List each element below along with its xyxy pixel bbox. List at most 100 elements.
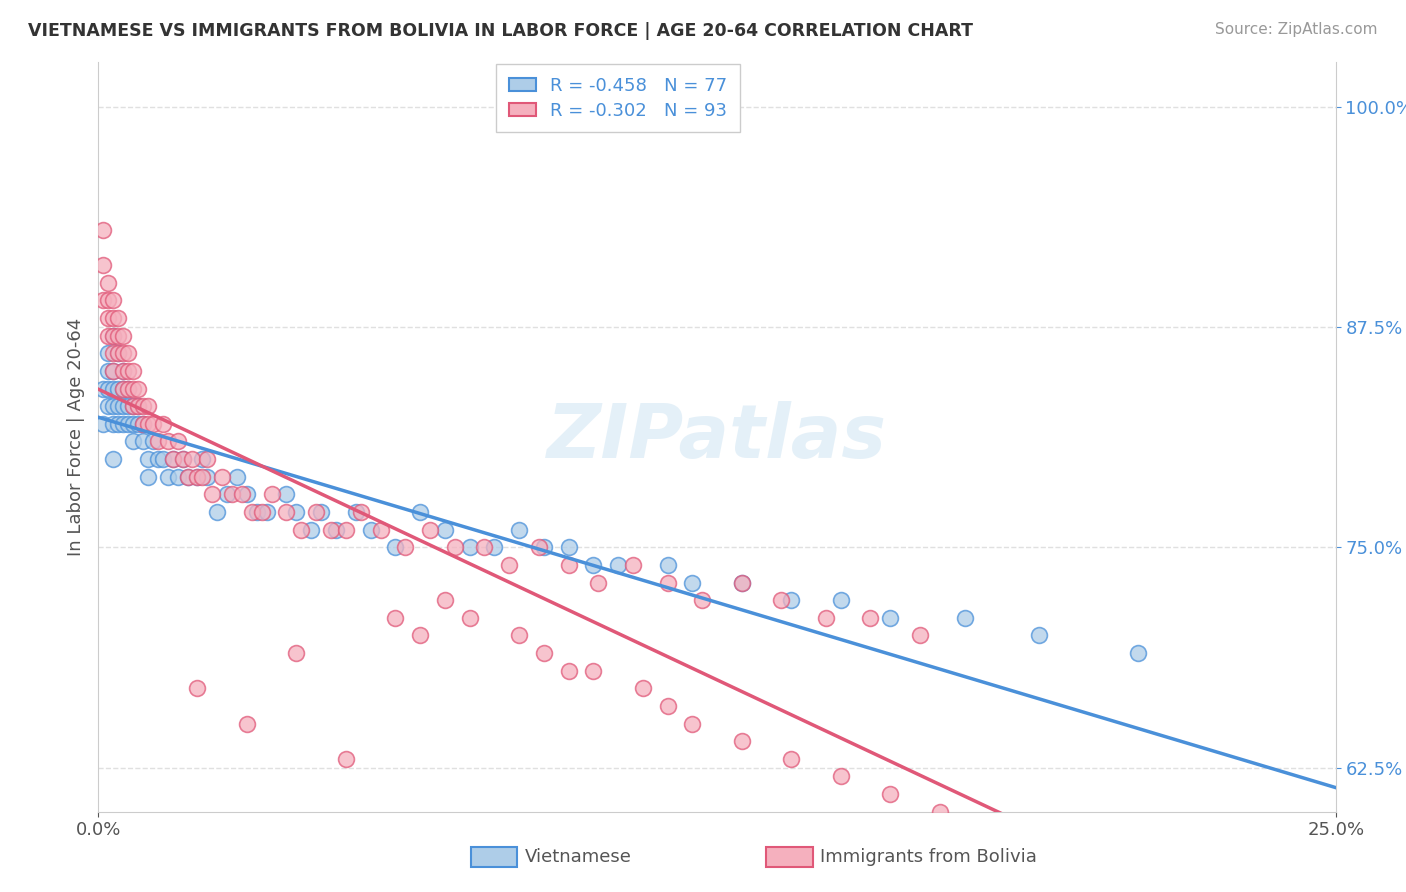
Point: [103, 328, 125, 343]
Point: [112, 346, 135, 360]
Point: [394, 541, 416, 555]
Point: [731, 575, 754, 590]
FancyBboxPatch shape: [471, 847, 517, 867]
Point: [879, 611, 901, 625]
Point: [443, 541, 465, 555]
Point: [152, 452, 174, 467]
Point: [107, 328, 129, 343]
Point: [186, 469, 208, 483]
Point: [122, 399, 145, 413]
Point: [533, 646, 555, 660]
Point: [93, 223, 115, 237]
Point: [582, 558, 605, 572]
Point: [657, 698, 679, 713]
Point: [142, 417, 165, 431]
Point: [236, 716, 259, 731]
Point: [112, 382, 135, 396]
Point: [557, 558, 579, 572]
Point: [533, 541, 555, 555]
Point: [458, 611, 481, 625]
Point: [433, 593, 456, 607]
Point: [117, 382, 139, 396]
Point: [299, 523, 322, 537]
FancyBboxPatch shape: [766, 847, 813, 867]
Point: [350, 505, 373, 519]
Point: [260, 487, 283, 501]
Point: [344, 505, 367, 519]
Point: [107, 346, 129, 360]
Text: ZIPatlas: ZIPatlas: [547, 401, 887, 474]
Point: [780, 752, 803, 766]
Point: [631, 681, 654, 696]
Point: [309, 505, 332, 519]
Point: [859, 611, 882, 625]
Point: [117, 382, 139, 396]
Point: [136, 469, 159, 483]
Point: [419, 523, 441, 537]
Point: [908, 628, 931, 642]
Point: [172, 452, 194, 467]
Point: [731, 575, 754, 590]
Point: [97, 311, 120, 326]
Point: [136, 417, 159, 431]
Point: [93, 417, 115, 431]
Point: [588, 575, 610, 590]
Point: [780, 593, 803, 607]
Point: [107, 382, 129, 396]
Point: [122, 399, 145, 413]
Point: [103, 382, 125, 396]
Point: [690, 593, 713, 607]
Point: [107, 311, 129, 326]
Point: [136, 399, 159, 413]
Point: [276, 505, 298, 519]
Point: [226, 469, 249, 483]
Point: [103, 328, 125, 343]
Point: [127, 399, 149, 413]
Point: [112, 417, 135, 431]
Point: [117, 346, 139, 360]
Point: [236, 487, 259, 501]
Point: [122, 417, 145, 431]
Point: [928, 805, 950, 819]
Point: [122, 382, 145, 396]
Point: [607, 558, 630, 572]
Point: [508, 628, 530, 642]
Point: [97, 328, 120, 343]
Point: [319, 523, 342, 537]
Point: [112, 399, 135, 413]
Point: [122, 434, 145, 449]
Point: [953, 611, 976, 625]
Point: [103, 364, 125, 378]
Point: [146, 434, 169, 449]
Point: [146, 452, 169, 467]
Point: [360, 523, 382, 537]
Point: [93, 258, 115, 272]
Point: [657, 575, 679, 590]
Point: [335, 752, 357, 766]
Point: [409, 628, 432, 642]
Point: [93, 382, 115, 396]
Point: [195, 452, 218, 467]
Point: [582, 664, 605, 678]
Point: [458, 541, 481, 555]
Point: [136, 452, 159, 467]
Text: Immigrants from Bolivia: Immigrants from Bolivia: [820, 848, 1036, 866]
Point: [211, 469, 233, 483]
Point: [97, 364, 120, 378]
Y-axis label: In Labor Force | Age 20-64: In Labor Force | Age 20-64: [66, 318, 84, 557]
Point: [409, 505, 432, 519]
Point: [103, 346, 125, 360]
Point: [498, 558, 520, 572]
Point: [112, 328, 135, 343]
Point: [172, 452, 194, 467]
Point: [217, 487, 239, 501]
Point: [117, 364, 139, 378]
Point: [127, 417, 149, 431]
Point: [191, 469, 214, 483]
Legend: R = -0.458   N = 77, R = -0.302   N = 93: R = -0.458 N = 77, R = -0.302 N = 93: [496, 64, 740, 133]
Point: [103, 364, 125, 378]
Point: [731, 734, 754, 748]
Point: [162, 452, 184, 467]
Point: [112, 364, 135, 378]
Point: [127, 382, 149, 396]
